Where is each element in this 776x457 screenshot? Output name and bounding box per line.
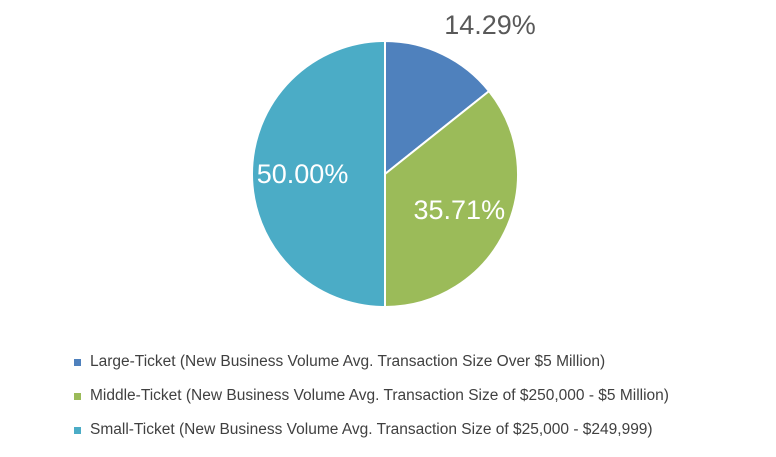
pie-slice-middle-ticket xyxy=(384,90,519,308)
legend-swatch-middle-ticket xyxy=(74,392,81,400)
legend-label-large-ticket: Large-Ticket (New Business Volume Avg. T… xyxy=(90,353,606,370)
legend: Large-Ticket (New Business Volume Avg. T… xyxy=(74,352,669,454)
pie-data-labels: 14.29% 35.71% 50.00% xyxy=(257,10,536,225)
pie-slices xyxy=(251,40,519,308)
data-label-large-ticket: 14.29% xyxy=(444,10,536,40)
data-label-middle-ticket: 35.71% xyxy=(414,195,506,225)
data-label-small-ticket: 50.00% xyxy=(257,159,349,189)
legend-item-middle-ticket: Middle-Ticket (New Business Volume Avg. … xyxy=(74,386,669,406)
pie-slice-small-ticket xyxy=(251,40,386,308)
legend-swatch-large-ticket xyxy=(74,358,81,366)
legend-item-large-ticket: Large-Ticket (New Business Volume Avg. T… xyxy=(74,352,669,372)
legend-label-middle-ticket: Middle-Ticket (New Business Volume Avg. … xyxy=(90,387,669,404)
legend-item-small-ticket: Small-Ticket (New Business Volume Avg. T… xyxy=(74,420,669,440)
legend-label-small-ticket: Small-Ticket (New Business Volume Avg. T… xyxy=(90,421,653,438)
pie-slice-large-ticket xyxy=(384,40,491,175)
legend-swatch-small-ticket xyxy=(74,426,81,434)
